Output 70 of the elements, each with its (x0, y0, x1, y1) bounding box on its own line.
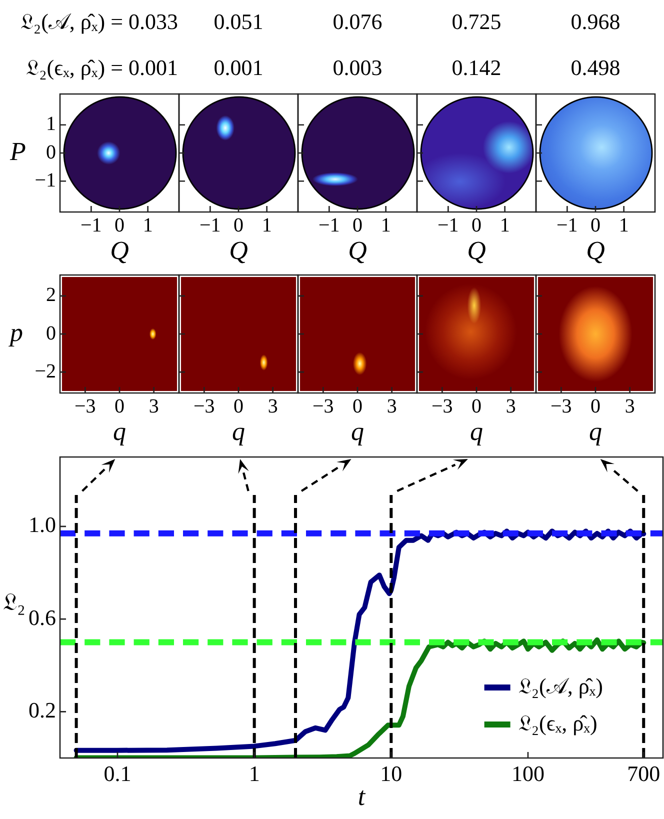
y-tick-label: 2 (46, 284, 56, 306)
x-axis-title: Q (348, 236, 368, 265)
legend-label: 𝔏₂(𝒜, ρ̂ₓ) (518, 673, 604, 698)
x-tick-label: 0 (472, 395, 482, 418)
x-tick-label: −3 (432, 395, 453, 418)
x-tick-label: 3 (624, 395, 635, 418)
x-tick-label: 3 (148, 395, 159, 418)
legend-label: 𝔏₂(ϵₓ, ρ̂ₓ) (518, 710, 598, 736)
x-tick-label: 3 (268, 395, 278, 418)
y-tick-label: 1 (46, 113, 56, 136)
x-tick-label: −1 (200, 214, 221, 236)
x-tick-label: −1 (318, 214, 340, 236)
x-axis-title: Q (110, 236, 130, 265)
x-tick-label: 0 (234, 214, 244, 236)
x-tick-label: 10 (380, 760, 402, 786)
x-axis-title: q (589, 416, 602, 446)
y-tick-label: 0 (46, 141, 56, 164)
y-tick-label: −2 (34, 360, 56, 382)
chart-subtitle: 𝔏₂(ϵₓ, ρ̂ₓ) = 0.001 (26, 54, 178, 80)
x-axis-title: q (470, 416, 483, 446)
x-tick-label: −3 (74, 395, 96, 418)
y-axis-title: P (9, 136, 26, 166)
chart-subtitle: 0.001 (214, 54, 264, 80)
chart-title: 0.725 (452, 8, 502, 34)
x-axis-title: q (113, 416, 126, 446)
x-tick-label: 0 (114, 395, 124, 418)
x-tick-label: 100 (511, 760, 544, 786)
x-tick-label: 0.1 (104, 760, 132, 786)
x-tick-label: −3 (312, 395, 334, 418)
x-tick-label: 3 (506, 395, 516, 418)
x-tick-label: 0 (590, 395, 600, 418)
x-axis-title: Q (467, 236, 486, 265)
x-axis-title: q (232, 416, 245, 446)
x-tick-label: 0 (114, 214, 124, 236)
chart-subtitle: 0.142 (452, 54, 502, 80)
x-tick-label: 1 (618, 214, 629, 236)
x-axis-title: t (358, 782, 366, 811)
x-tick-label: −3 (194, 395, 215, 418)
chart-subtitle: 0.003 (332, 54, 382, 80)
x-tick-label: 3 (386, 395, 397, 418)
chart-title: 0.051 (214, 8, 264, 34)
x-tick-label: 1 (500, 214, 510, 236)
x-tick-label: 1 (248, 760, 260, 786)
x-tick-label: 0 (234, 395, 244, 418)
chart-title: 0.968 (570, 8, 620, 34)
x-tick-label: −1 (438, 214, 459, 236)
chart-subtitle: 0.498 (570, 54, 620, 80)
x-tick-label: −1 (80, 214, 102, 236)
x-tick-label: 700 (627, 760, 660, 786)
x-axis-title: q (351, 416, 364, 446)
x-tick-label: 0 (352, 214, 362, 236)
y-tick-label: 0.2 (28, 697, 56, 722)
x-tick-label: 1 (380, 214, 391, 236)
y-tick-label: 0 (46, 322, 56, 344)
chart-title: 0.076 (332, 8, 382, 34)
x-axis-title: Q (229, 236, 248, 265)
y-tick-label: 1.0 (28, 512, 56, 538)
y-axis-title: 𝔏₂ (3, 590, 26, 616)
x-tick-label: 1 (262, 214, 272, 236)
y-tick-label: −1 (34, 169, 56, 192)
x-tick-label: 0 (590, 214, 600, 236)
x-tick-label: −3 (550, 395, 572, 418)
x-tick-label: −1 (556, 214, 578, 236)
chart-title: 𝔏₂(𝒜, ρ̂ₓ) = 0.033 (20, 8, 178, 34)
x-tick-label: 0 (352, 395, 362, 418)
x-tick-label: 0 (472, 214, 482, 236)
x-axis-title: Q (586, 236, 606, 265)
x-tick-label: 1 (142, 214, 153, 236)
y-tick-label: 0.6 (28, 604, 56, 630)
y-axis-title: p (8, 318, 23, 347)
